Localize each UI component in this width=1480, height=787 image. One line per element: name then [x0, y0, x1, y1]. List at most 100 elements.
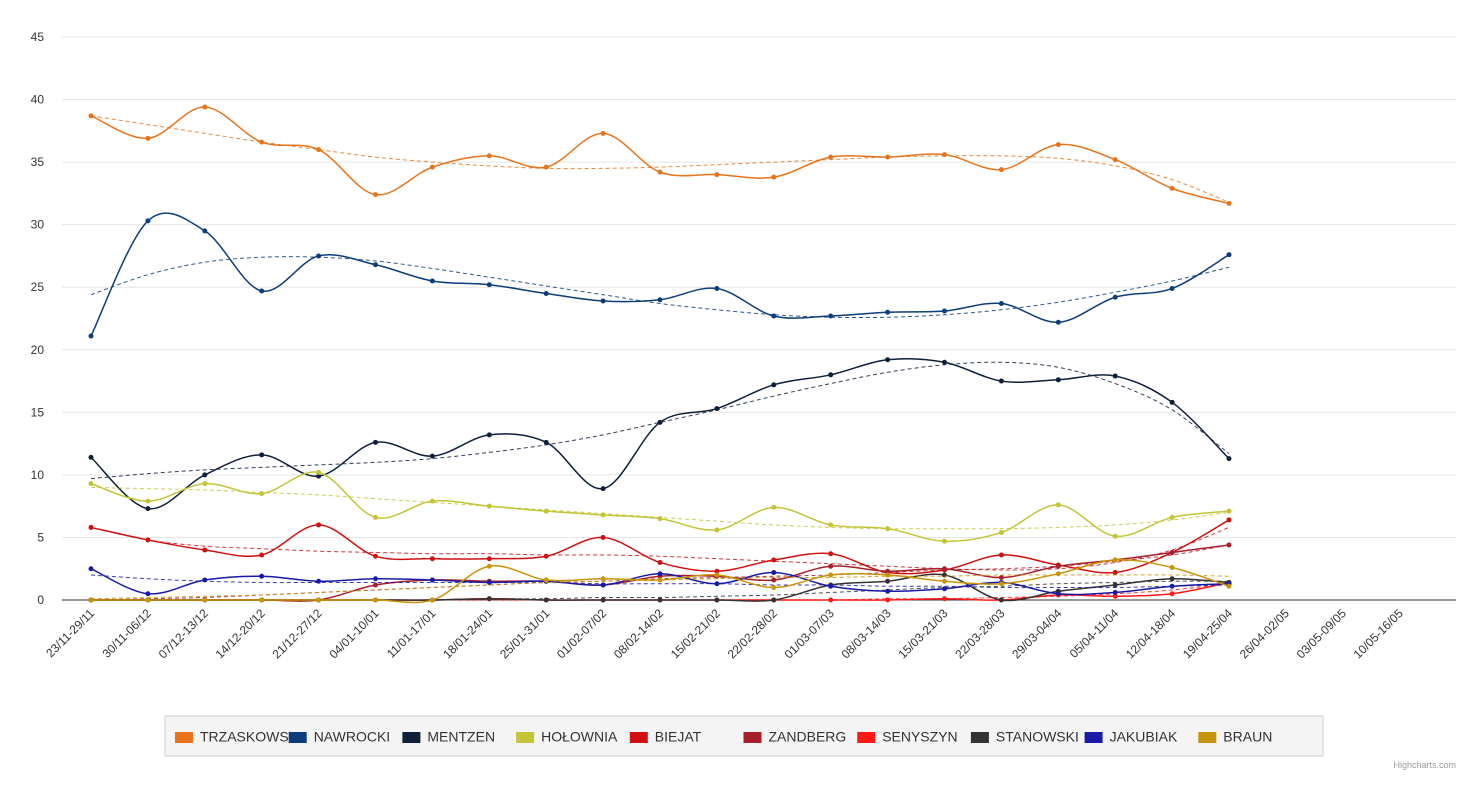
point — [1055, 591, 1061, 597]
point — [1169, 549, 1175, 555]
point — [885, 588, 891, 594]
point — [429, 597, 435, 603]
point — [543, 577, 549, 583]
point — [1169, 591, 1175, 597]
point — [373, 439, 378, 445]
point — [1112, 582, 1118, 588]
point — [1112, 157, 1118, 163]
point — [259, 597, 265, 603]
point — [885, 568, 891, 574]
point — [486, 563, 492, 569]
point — [714, 572, 720, 578]
point — [543, 164, 549, 170]
point — [259, 573, 265, 579]
point — [145, 218, 151, 224]
point — [202, 228, 208, 234]
point — [316, 253, 322, 259]
point — [942, 572, 947, 578]
point — [259, 288, 265, 294]
point — [771, 569, 777, 575]
point — [259, 552, 265, 558]
credits: Highcharts.com — [1393, 760, 1456, 770]
point — [1169, 399, 1175, 405]
legend-swatch — [743, 732, 762, 743]
y-tick-label: 5 — [37, 530, 44, 544]
point — [1226, 252, 1232, 258]
point — [657, 577, 663, 583]
point — [543, 597, 549, 603]
point — [885, 154, 891, 160]
point — [828, 563, 834, 569]
point — [316, 597, 322, 603]
point — [600, 597, 606, 603]
point — [1112, 373, 1118, 379]
point — [942, 152, 947, 158]
point — [88, 333, 94, 339]
point — [714, 568, 720, 574]
point — [657, 169, 663, 175]
point — [202, 597, 208, 603]
point — [202, 577, 208, 583]
point — [202, 104, 208, 110]
point — [1055, 319, 1061, 325]
point — [942, 578, 947, 584]
point — [486, 503, 492, 509]
point — [1055, 563, 1061, 569]
point — [657, 571, 663, 577]
series-line — [90, 212, 1230, 337]
point — [316, 522, 322, 528]
point — [885, 357, 891, 363]
point — [1055, 502, 1061, 508]
point — [998, 167, 1004, 173]
legend-swatch — [629, 732, 648, 743]
point — [429, 498, 435, 504]
point — [998, 574, 1004, 580]
point — [202, 472, 208, 478]
series-line — [90, 357, 1230, 510]
point — [885, 578, 891, 584]
legend-label: STANOWSKI — [996, 729, 1079, 745]
point — [1226, 200, 1232, 206]
y-tick-label: 15 — [31, 405, 45, 419]
trend-line — [90, 574, 1230, 589]
point — [998, 300, 1004, 306]
point — [1226, 542, 1232, 548]
point — [373, 262, 378, 268]
point — [714, 406, 720, 412]
point — [1112, 557, 1118, 563]
point — [600, 130, 606, 136]
point — [1226, 517, 1232, 523]
point — [1112, 593, 1118, 599]
point — [600, 534, 606, 540]
point — [1226, 508, 1232, 514]
point — [1112, 294, 1118, 300]
point — [828, 372, 834, 378]
y-tick-label: 45 — [31, 30, 45, 44]
point — [714, 527, 720, 533]
point — [771, 584, 777, 590]
point — [486, 432, 492, 438]
point — [828, 522, 834, 528]
point — [1169, 514, 1175, 520]
y-tick-label: 25 — [31, 280, 45, 294]
point — [942, 596, 947, 602]
point — [373, 597, 378, 603]
point — [942, 538, 947, 544]
point — [429, 453, 435, 459]
y-tick-label: 0 — [37, 593, 44, 607]
point — [998, 597, 1004, 603]
point — [600, 512, 606, 518]
point — [202, 481, 208, 487]
point — [1055, 571, 1061, 577]
point — [429, 577, 435, 583]
point — [828, 313, 834, 319]
point — [429, 164, 435, 170]
point — [600, 582, 606, 588]
point — [771, 557, 777, 563]
point — [486, 596, 492, 602]
point — [373, 192, 378, 198]
point — [88, 597, 94, 603]
legend-swatch — [1198, 732, 1217, 743]
